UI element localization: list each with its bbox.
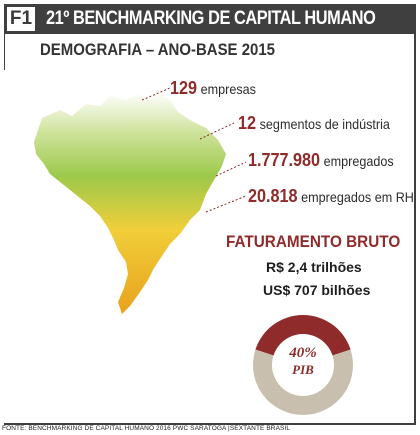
stat-segments-label: segmentos de indústria (259, 116, 390, 132)
stat-employees: 1.777.980 empregados (248, 150, 394, 171)
pib-donut-hole (272, 334, 334, 396)
leader-line-3 (215, 161, 247, 177)
stat-hr-employees: 20.818 empregados em RH (248, 186, 414, 207)
frame-right-line (414, 34, 416, 424)
stat-hr-employees-number: 20.818 (248, 186, 298, 206)
stat-employees-number: 1.777.980 (248, 150, 321, 170)
stat-segments-number: 12 (238, 113, 257, 133)
header-bar: F1 21º BENCHMARKING DE CAPITAL HUMANO (4, 4, 416, 34)
brazil-map-icon (34, 92, 226, 314)
revenue-usd: US$ 707 bilhões (263, 282, 371, 298)
revenue-brl: R$ 2,4 trilhões (266, 259, 362, 275)
pib-label: PIB (292, 362, 314, 377)
figure-tag: F1 (6, 6, 36, 32)
stat-segments: 12 segmentos de indústria (238, 113, 390, 134)
pib-donut: 40% PIB (251, 313, 355, 417)
pib-percent: 40% (289, 345, 317, 361)
leader-line-4 (205, 195, 247, 213)
revenue-title: FATURAMENTO BRUTO (226, 232, 401, 251)
source-note: FONTE: BENCHMARKING DE CAPITAL HUMANO 20… (2, 425, 291, 432)
subtitle: DEMOGRAFIA – ANO-BASE 2015 (40, 40, 275, 59)
leader-line-2 (199, 122, 235, 140)
pib-donut-chart (253, 315, 353, 415)
leader-line-1 (141, 87, 171, 101)
stat-companies-label: empresas (200, 81, 256, 97)
header-title: 21º BENCHMARKING DE CAPITAL HUMANO (46, 8, 376, 29)
stat-hr-employees-label: empregados em RH (301, 189, 414, 205)
frame-left-line (4, 34, 5, 70)
frame-bottom-line (4, 423, 416, 425)
stat-companies: 129 empresas (170, 78, 256, 99)
stat-employees-label: empregados (323, 153, 394, 169)
stat-companies-number: 129 (170, 78, 198, 98)
